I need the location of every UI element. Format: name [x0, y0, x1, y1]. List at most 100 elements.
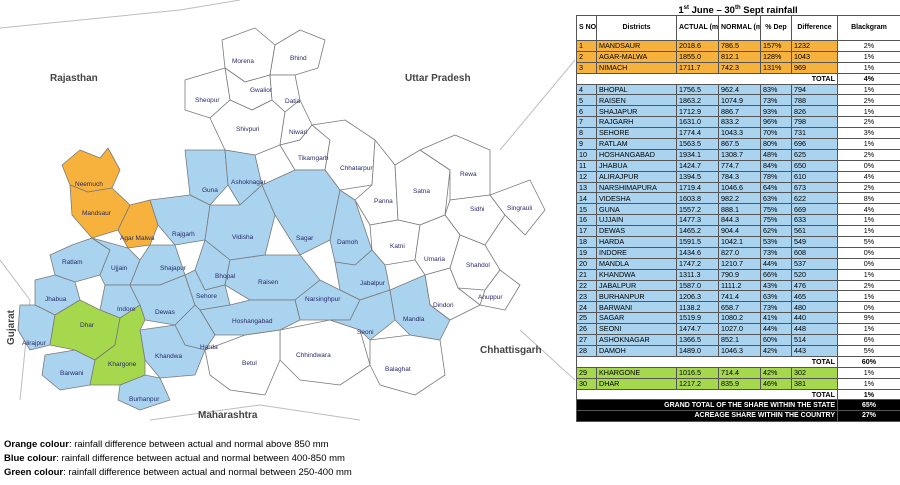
cell-actual: 1711.7 — [676, 61, 719, 74]
table-row: 1 MANDSAUR 2018.6 786.5 157% 1232 2% — [576, 40, 900, 52]
cell-sno: 23 — [576, 290, 597, 303]
cell-sno: 5 — [576, 94, 597, 107]
cell-sno: 4 — [576, 83, 597, 96]
cell-district: KHANDWA — [596, 268, 677, 281]
district-khandwa — [139, 324, 206, 379]
cell-normal: 742.3 — [718, 61, 761, 74]
total-value: 4% — [837, 72, 900, 85]
cell-normal: 784.3 — [718, 170, 761, 183]
cell-difference: 561 — [791, 225, 838, 238]
cell-district: ALIRAJPUR — [596, 170, 677, 183]
table-total-row: TOTAL 4% — [576, 72, 900, 85]
legend-orange-text: : rainfall difference between actual and… — [68, 439, 329, 450]
cell-normal: 888.1 — [718, 203, 761, 216]
label-panna: Panna — [374, 198, 393, 205]
cell-blackgram-share: 1% — [837, 377, 900, 390]
table-row: 28 DAMOH 1489.0 1046.3 42% 443 5% — [576, 344, 900, 357]
cell-difference: 448 — [791, 323, 838, 336]
cell-dep: 80% — [760, 138, 792, 150]
legend-orange-word: Orange colour — [4, 439, 69, 450]
cell-sno: 7 — [576, 116, 597, 129]
cell-dep: 43% — [760, 279, 792, 292]
cell-actual: 1774.4 — [676, 127, 719, 140]
cell-district: KHARGONE — [596, 366, 677, 379]
cell-actual: 1557.2 — [676, 203, 719, 216]
cell-blackgram-share: 0% — [837, 246, 900, 259]
table-row: 2 AGAR-MALWA 1855.0 812.1 128% 1043 1% — [576, 50, 900, 63]
cell-actual: 1366.5 — [676, 334, 719, 346]
total-label: TOTAL — [576, 355, 838, 368]
table-row: 16 UJJAIN 1477.3 844.3 75% 633 1% — [576, 214, 900, 227]
cell-dep: 60% — [760, 334, 792, 346]
cell-normal: 1074.9 — [718, 94, 761, 107]
cell-difference: 731 — [791, 127, 838, 140]
cell-actual: 1631.0 — [676, 116, 719, 129]
cell-blackgram-share: 2% — [837, 94, 900, 107]
cell-district: GUNA — [596, 203, 677, 216]
cell-blackgram-share: 3% — [837, 127, 900, 140]
cell-normal: 1043.3 — [718, 127, 761, 140]
cell-blackgram-share: 1% — [837, 61, 900, 74]
table-total-row: TOTAL 60% — [576, 355, 900, 368]
cell-actual: 2018.6 — [676, 40, 719, 52]
district-guna — [184, 149, 229, 206]
cell-actual: 1477.3 — [676, 214, 719, 227]
cell-difference: 480 — [791, 301, 838, 314]
cell-district: ASHOKNAGAR — [596, 334, 677, 346]
cell-blackgram-share: 2% — [837, 40, 900, 52]
cell-district: DHAR — [596, 377, 677, 390]
cell-normal: 1027.0 — [718, 323, 761, 336]
label-datia: Datia — [285, 98, 301, 105]
cell-district: HARDA — [596, 236, 677, 248]
cell-blackgram-share: 6% — [837, 334, 900, 346]
cell-blackgram-share: 1% — [837, 225, 900, 238]
label-burhanpur: Burhanpur — [129, 396, 160, 403]
cell-difference: 696 — [791, 138, 838, 150]
table-body: 1 MANDSAUR 2018.6 786.5 157% 1232 2% 2 AGAR-MALW… — [576, 40, 900, 423]
cell-district: SEHORE — [596, 127, 677, 140]
cell-district: SAGAR — [596, 312, 677, 325]
map-legend: Orange colour: rainfall difference betwe… — [4, 438, 574, 480]
grand-label: GRAND TOTAL OF THE SHARE WITHIN THE STAT… — [576, 399, 838, 412]
header-blackgram: Blackgram — [837, 15, 900, 41]
cell-district: BARWANI — [596, 301, 677, 314]
cell-blackgram-share: 5% — [837, 344, 900, 357]
cell-dep: 73% — [760, 94, 792, 107]
cell-sno: 13 — [576, 181, 597, 194]
cell-dep: 63% — [760, 290, 792, 303]
label-dindori: Dindori — [433, 302, 454, 309]
district-map: Rajasthan Uttar Pradesh Gujarat Chhattis… — [0, 0, 575, 421]
label-chhindwara: Chhindwara — [296, 352, 331, 359]
cell-actual: 1465.2 — [676, 225, 719, 238]
cell-actual: 1756.5 — [676, 83, 719, 96]
legend-blue-text: : rainfall difference between actual and… — [56, 453, 345, 464]
label-satna: Satna — [413, 188, 430, 195]
label-betul: Betul — [242, 360, 257, 367]
cell-difference: 608 — [791, 246, 838, 259]
district-singrauli — [489, 179, 546, 236]
district-mandla — [389, 274, 451, 341]
cell-district: INDORE — [596, 246, 677, 259]
label-balaghat: Balaghat — [385, 366, 411, 373]
table-row: 20 MANDLA 1747.2 1210.7 44% 537 0% — [576, 257, 900, 270]
label-sagar: Sagar — [296, 235, 314, 242]
title-pre: 1 — [678, 5, 684, 17]
title-sup2: th — [734, 5, 741, 11]
cell-actual: 1016.5 — [676, 366, 719, 379]
cell-blackgram-share: 1% — [837, 290, 900, 303]
cell-difference: 1232 — [791, 40, 838, 52]
cell-dep: 42% — [760, 366, 792, 379]
cell-difference: 302 — [791, 366, 838, 379]
label-rajgarh: Rajgarh — [172, 231, 195, 238]
cell-normal: 904.4 — [718, 225, 761, 238]
cell-difference: 476 — [791, 279, 838, 292]
cell-blackgram-share: 2% — [837, 279, 900, 292]
cell-actual: 1712.9 — [676, 105, 719, 118]
total-label: TOTAL — [576, 72, 838, 85]
cell-district: MANDLA — [596, 257, 677, 270]
table-row: 25 SAGAR 1519.9 1080.2 41% 440 9% — [576, 312, 900, 325]
cell-dep: 157% — [760, 40, 792, 52]
table-row: 4 BHOPAL 1756.5 962.4 83% 794 1% — [576, 83, 900, 96]
cell-district: DAMOH — [596, 344, 677, 357]
cell-actual: 1138.2 — [676, 301, 719, 314]
